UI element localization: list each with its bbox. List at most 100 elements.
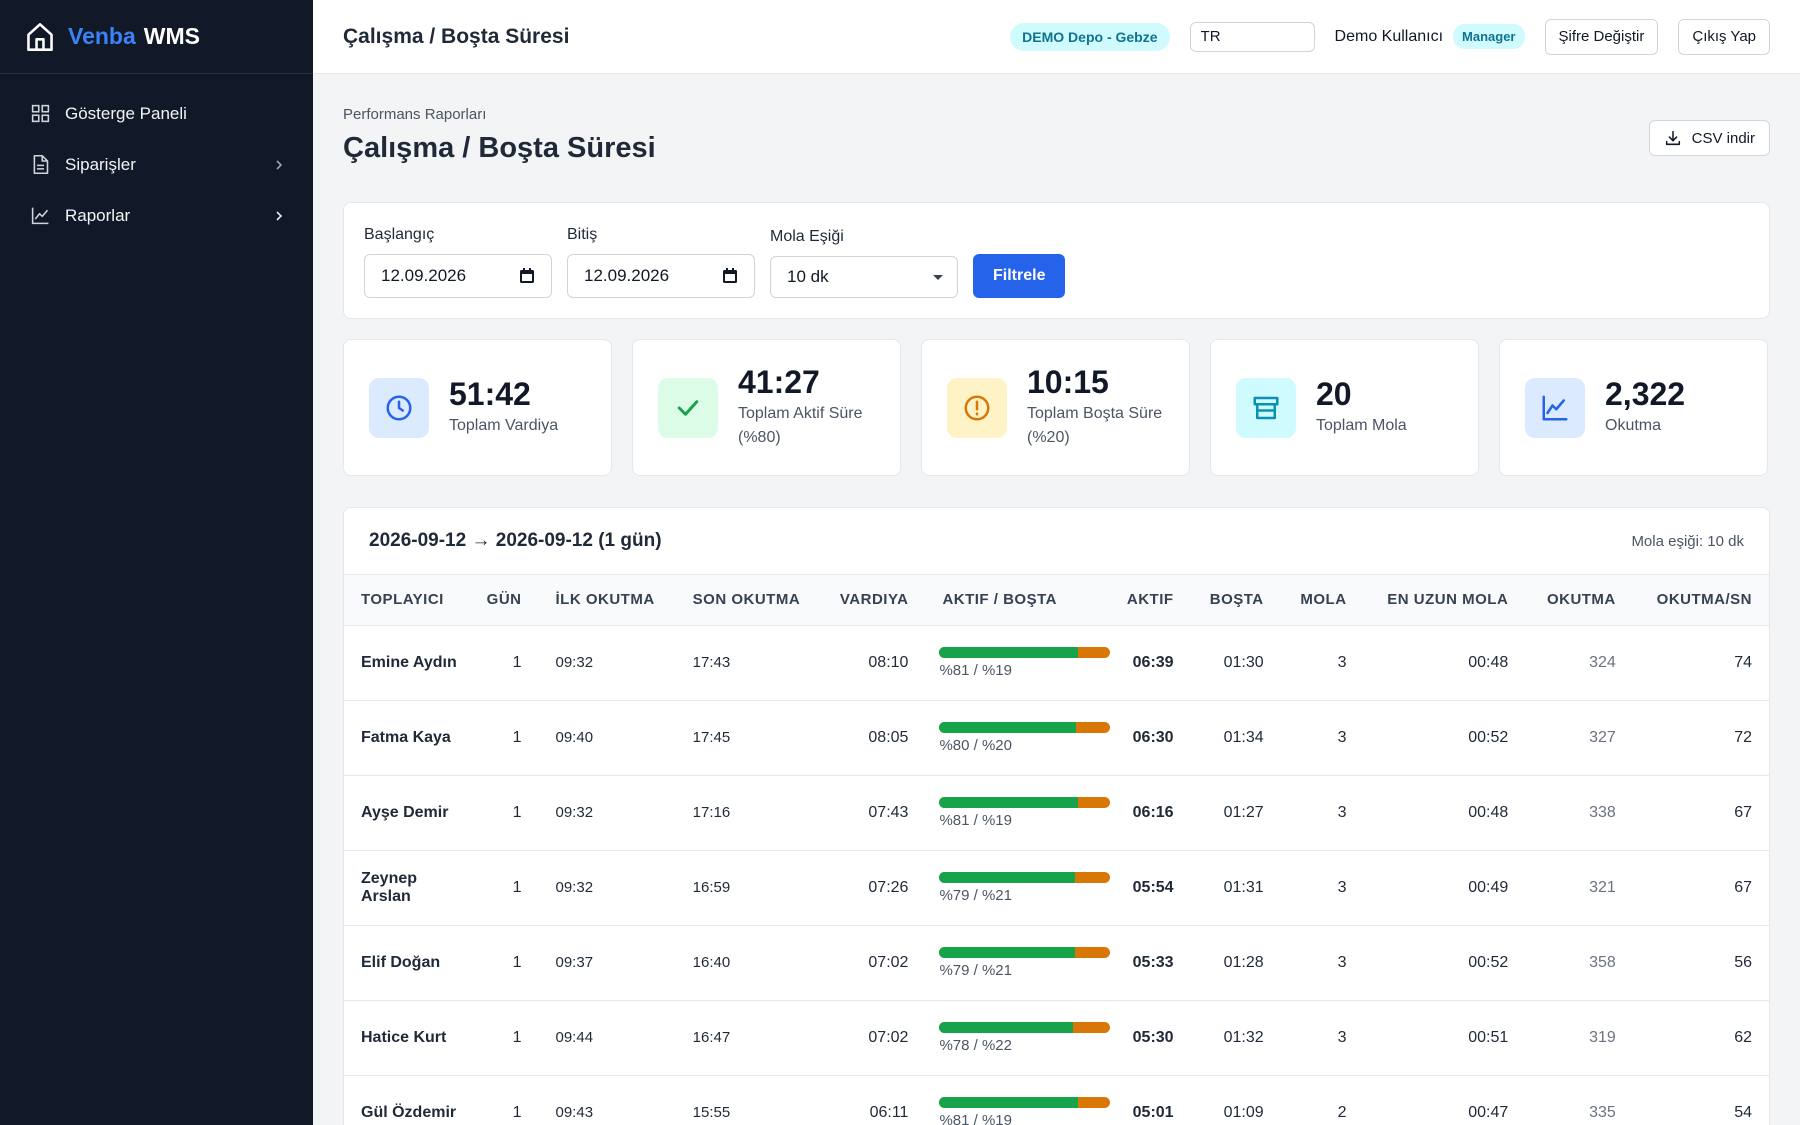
column-header-shift[interactable]: Vardiya <box>823 575 926 626</box>
cell-first: 09:43 <box>538 1075 676 1125</box>
cell-scans: 321 <box>1525 850 1633 926</box>
breadcrumb[interactable]: Performans Raporları <box>343 106 487 123</box>
active-idle-cell: %79 / %21 <box>925 850 1126 926</box>
cell-longest: 00:48 <box>1363 625 1526 701</box>
active-idle-cell: %81 / %19 <box>925 775 1126 851</box>
active-idle-cell: %80 / %20 <box>925 700 1126 776</box>
cell-breaks: 3 <box>1280 775 1364 851</box>
alert-circle-icon <box>964 395 990 420</box>
cell-rate: 72 <box>1632 700 1769 776</box>
chart-line-icon <box>31 207 49 225</box>
cell-idle: 01:30 <box>1190 625 1281 701</box>
active-bar-fill <box>939 646 1078 658</box>
download-icon <box>1665 130 1680 146</box>
column-header-last-scan[interactable]: Son Okutma <box>675 575 824 626</box>
csv-download-label: CSV indir <box>1691 129 1755 147</box>
sidebar: Venba WMS Gösterge Paneli Siparişler Rapo… <box>0 0 313 1125</box>
chart-line-icon <box>1542 395 1568 420</box>
column-header-active-idle[interactable]: Aktif / Boşta <box>925 575 1126 626</box>
brand[interactable]: Venba WMS <box>0 0 313 74</box>
csv-download-button[interactable]: CSV indir <box>1648 120 1770 156</box>
cell-day: 1 <box>464 1000 539 1076</box>
cell-last: 16:40 <box>675 925 824 1001</box>
cell-day: 1 <box>464 625 539 701</box>
column-header-idle[interactable]: Boşta <box>1190 575 1281 626</box>
cell-rate: 67 <box>1632 850 1769 926</box>
end-date-label: Bitiş <box>567 226 598 243</box>
start-date-value: 12.09.2026 <box>381 266 467 285</box>
cell-shift: 07:26 <box>823 850 926 926</box>
column-header-scans[interactable]: Okutma <box>1525 575 1633 626</box>
active-idle-cell: %79 / %21 <box>925 925 1126 1001</box>
cell-first: 09:40 <box>538 700 676 776</box>
report-table-card: 2026-09-12 → 2026-09-12 (1 gün) Mola eşi… <box>343 507 1770 1125</box>
start-date-input[interactable]: 12.09.2026 <box>364 254 552 298</box>
cell-scans: 338 <box>1525 775 1633 851</box>
active-idle-bar <box>939 721 1111 733</box>
table-row[interactable]: Fatma Kaya 1 09:40 17:45 08:05 %80 / %20 06:30… <box>344 700 1769 776</box>
active-idle-bar <box>939 946 1111 958</box>
cell-last: 16:59 <box>675 850 824 926</box>
sidebar-item-label: Siparişler <box>65 154 136 174</box>
column-header-breaks[interactable]: Mola <box>1280 575 1364 626</box>
threshold-select[interactable]: 10 dk <box>770 256 958 298</box>
active-bar-fill <box>939 721 1077 733</box>
logout-button[interactable]: Çıkış Yap <box>1678 18 1770 55</box>
cell-scans: 319 <box>1525 1000 1633 1076</box>
column-header-first-scan[interactable]: İlk Okutma <box>538 575 676 626</box>
cell-shift: 07:02 <box>823 925 926 1001</box>
stat-label: Toplam Mola <box>1316 417 1407 435</box>
cell-breaks: 3 <box>1280 700 1364 776</box>
language-input[interactable] <box>1189 21 1315 52</box>
calendar-icon <box>723 268 737 283</box>
stat-label: Toplam Vardiya <box>449 417 559 435</box>
filter-panel: Başlangıç 12.09.2026 Bitiş 12.09.2026 Mo… <box>343 202 1770 319</box>
table-row[interactable]: Gül Özdemir 1 09:43 15:55 06:11 %81 / %19 05:0… <box>344 1075 1769 1125</box>
active-idle-bar <box>939 646 1111 658</box>
filter-button[interactable]: Filtrele <box>973 254 1066 298</box>
home-icon <box>27 22 53 51</box>
column-header-active[interactable]: Aktif <box>1125 575 1191 626</box>
stat-value: 2,322 <box>1605 375 1686 412</box>
cell-shift: 07:02 <box>823 1000 926 1076</box>
column-header-picker[interactable]: Toplayıcı <box>344 575 465 626</box>
table-row[interactable]: Ayşe Demir 1 09:32 17:16 07:43 %81 / %19 06:16… <box>344 775 1769 851</box>
sidebar-item-orders[interactable]: Siparişler <box>0 139 313 190</box>
picker-name: Emine Aydın <box>344 625 465 701</box>
sidebar-item-dashboard[interactable]: Gösterge Paneli <box>0 88 313 139</box>
table-row[interactable]: Hatice Kurt 1 09:44 16:47 07:02 %78 / %22 05:3… <box>344 1000 1769 1076</box>
end-date-input[interactable]: 12.09.2026 <box>567 254 755 298</box>
cell-rate: 62 <box>1632 1000 1769 1076</box>
column-header-day[interactable]: Gün <box>464 575 539 626</box>
active-bar-fill <box>939 871 1075 883</box>
topbar-title: Çalışma / Boşta Süresi <box>343 24 570 48</box>
column-header-longest-break[interactable]: En Uzun Mola <box>1363 575 1526 626</box>
table-row[interactable]: Elif Doğan 1 09:37 16:40 07:02 %79 / %21 05:33… <box>344 925 1769 1001</box>
cell-shift: 06:11 <box>823 1075 926 1125</box>
page-title: Çalışma / Boşta Süresi <box>343 132 656 164</box>
main-content: Performans Raporları Çalışma / Boşta Sür… <box>343 74 1770 1125</box>
grid-icon <box>31 104 50 123</box>
stat-icon-box <box>1525 377 1585 438</box>
active-idle-ratio: %81 / %19 <box>939 811 1012 829</box>
cell-breaks: 2 <box>1280 1075 1364 1125</box>
change-password-button[interactable]: Şifre Değiştir <box>1544 18 1659 55</box>
cell-shift: 08:05 <box>823 700 926 776</box>
table-row[interactable]: Emine Aydın 1 09:32 17:43 08:10 %81 / %19 06:3… <box>344 625 1769 701</box>
end-date-value: 12.09.2026 <box>584 266 670 285</box>
active-idle-bar <box>939 871 1111 883</box>
cell-rate: 74 <box>1632 625 1769 701</box>
cell-longest: 00:52 <box>1363 925 1526 1001</box>
threshold-field: Mola Eşiği 10 dk <box>770 228 958 298</box>
cell-last: 15:55 <box>675 1075 824 1125</box>
active-idle-ratio: %79 / %21 <box>939 961 1012 979</box>
column-header-scan-rate[interactable]: Okutma/Sn <box>1632 575 1769 626</box>
cell-scans: 358 <box>1525 925 1633 1001</box>
picker-name: Zeynep Arslan <box>344 850 465 926</box>
brand-part-1: Venba <box>68 23 136 49</box>
table-row[interactable]: Zeynep Arslan 1 09:32 16:59 07:26 %79 / %21 05… <box>344 850 1769 926</box>
cell-idle: 01:28 <box>1190 925 1281 1001</box>
sidebar-item-reports[interactable]: Raporlar <box>0 190 313 241</box>
date-range-title: 2026-09-12 → 2026-09-12 (1 gün) <box>369 530 662 551</box>
cell-active: 06:39 <box>1125 625 1191 701</box>
